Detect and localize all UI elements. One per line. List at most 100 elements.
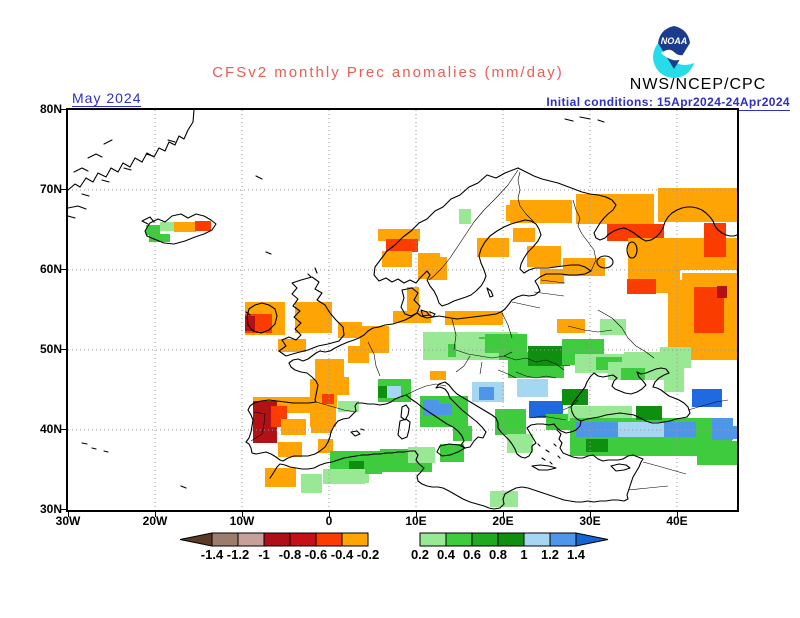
- colorbar-label--0.4: -0.4: [331, 547, 354, 562]
- anomaly-cell-rd: [704, 223, 726, 257]
- anomaly-cell-or: [510, 200, 572, 223]
- colorbar-segment: [263, 532, 291, 547]
- colorbar-label-1: 1: [520, 547, 527, 562]
- lon-label-10W: 10W: [229, 514, 255, 528]
- lon-label-20E: 20E: [492, 514, 514, 528]
- anomaly-cell-b1: [387, 386, 401, 398]
- anomaly-cell-or: [278, 339, 306, 352]
- anomaly-cell-g2: [440, 444, 464, 462]
- anomaly-cell-b2: [479, 387, 494, 400]
- lon-tick: [68, 512, 69, 517]
- europe-anomaly-map: [68, 110, 737, 510]
- anomaly-cell-or: [281, 419, 306, 435]
- lat-tick: [60, 349, 66, 350]
- anomaly-cells-layer: [146, 188, 737, 507]
- anomaly-cell-or: [338, 322, 362, 338]
- anomaly-cell-or: [513, 228, 535, 242]
- colorbar-label--0.8: -0.8: [279, 547, 301, 562]
- anomaly-cell-b3: [529, 401, 563, 418]
- map-frame: [66, 108, 739, 512]
- colorbar-label--0.6: -0.6: [305, 547, 327, 562]
- colorbar-label--1.4: -1.4: [201, 547, 224, 562]
- anomaly-cell-or: [265, 468, 296, 487]
- anomaly-cell-or: [278, 442, 302, 457]
- coast-kola-n-russia: [517, 167, 737, 242]
- lon-label-40E: 40E: [666, 514, 688, 528]
- lon-label-30E: 30E: [579, 514, 601, 528]
- lon-tick: [242, 512, 243, 517]
- anomaly-cell-g1: [459, 209, 471, 224]
- anomaly-cell-g2: [146, 225, 160, 235]
- lake-onega: [626, 241, 638, 259]
- anomaly-cell-g1: [338, 401, 359, 412]
- anomaly-cell-g1: [301, 474, 322, 493]
- anomaly-cell-g1: [568, 406, 632, 421]
- anomaly-cell-g4: [586, 439, 608, 452]
- anomaly-cell-dr: [717, 286, 727, 298]
- colorbar-segment: [497, 532, 525, 547]
- anomaly-cell-rd: [627, 279, 656, 294]
- colorbar-segment: [471, 532, 499, 547]
- country-borders: [250, 169, 729, 491]
- anomaly-cell-or: [540, 269, 564, 284]
- anomaly-cell-g4: [636, 406, 662, 420]
- coast-scandinavia-europe: [245, 167, 691, 462]
- anomaly-cell-dr: [245, 316, 255, 331]
- coast-ireland: [245, 302, 278, 334]
- colorbar-label-1.2: 1.2: [541, 547, 559, 562]
- org-label: NWS/NCEP/CPC: [629, 76, 767, 93]
- anomaly-cell-g1: [456, 339, 487, 360]
- anomaly-cell-b1: [517, 379, 548, 397]
- anomaly-cell-or: [427, 257, 447, 280]
- colorbar-segment: [341, 532, 369, 547]
- anomaly-cell-rd: [322, 394, 334, 405]
- anomaly-cell-or: [445, 311, 503, 325]
- anomaly-cell-g2: [697, 441, 737, 465]
- lon-tick: [329, 512, 330, 517]
- colorbar-segment: [289, 532, 317, 547]
- colorbar-label-0.4: 0.4: [437, 547, 456, 562]
- coast-denmark: [400, 287, 436, 318]
- lat-label-40N: 40N: [39, 422, 62, 436]
- colorbar-segment: [549, 532, 577, 547]
- lat-label-30N: 30N: [39, 502, 62, 516]
- lat-tick: [60, 189, 66, 190]
- anomaly-cell-b2: [722, 426, 737, 439]
- colorbar-label--1.2: -1.2: [227, 547, 249, 562]
- colorbar-segment: [315, 532, 343, 547]
- lat-tick: [60, 429, 66, 430]
- anomaly-cell-g1: [408, 447, 435, 463]
- colorbar-arrow: [575, 532, 609, 547]
- anomaly-cell-or: [393, 311, 431, 323]
- lat-label-50N: 50N: [39, 342, 62, 356]
- anomaly-cell-or: [315, 359, 344, 380]
- anomaly-cell-rd: [386, 239, 418, 252]
- anomaly-cell-or: [658, 188, 737, 222]
- coast-greenland: [68, 110, 195, 191]
- lon-tick: [416, 512, 417, 517]
- lon-tick: [590, 512, 591, 517]
- colorbar: -1.4 -1.2 -1 -0.8 -0.6 -0.4 -0.2 0.2 0.4 0.6 0.8 1 1…: [179, 532, 609, 562]
- chart-title: CFSv2 monthly Prec anomalies (mm/day): [212, 64, 564, 81]
- lon-label-30W: 30W: [55, 514, 81, 528]
- coast-africa-levant: [269, 429, 644, 510]
- anomaly-cell-or: [527, 246, 561, 267]
- anomaly-cell-or: [382, 251, 412, 267]
- colorbar-segment: [237, 532, 265, 547]
- colorbar-segment: [523, 532, 551, 547]
- lat-label-70N: 70N: [39, 182, 62, 196]
- anomaly-cell-g1: [600, 319, 626, 335]
- colorbar-segment: [419, 532, 447, 547]
- lon-tick: [677, 512, 678, 517]
- colorbar-arrow: [179, 532, 213, 547]
- lon-label-0: 0: [325, 514, 333, 528]
- anomaly-cell-g1: [323, 469, 365, 484]
- lon-label-10E: 10E: [405, 514, 427, 528]
- colorbar-label--1: -1: [258, 547, 270, 562]
- anomaly-cell-g1: [160, 222, 176, 231]
- anomaly-cell-or: [174, 222, 196, 232]
- noaa-logo-text: NOAA: [661, 36, 688, 46]
- colorbar-label-0.8: 0.8: [489, 547, 507, 562]
- anomaly-cell-or: [407, 287, 419, 311]
